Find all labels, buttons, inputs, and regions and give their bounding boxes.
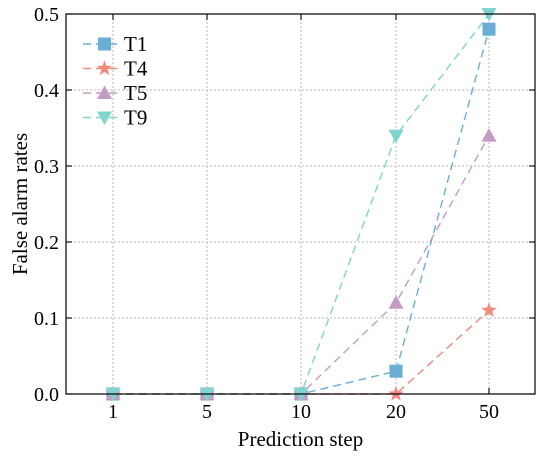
legend-item-t9: T9 [83, 106, 147, 130]
legend-marker [97, 85, 112, 99]
legend-marker [98, 37, 111, 51]
x-tick-label: 50 [479, 401, 499, 423]
legend-label: T1 [124, 32, 147, 56]
legend-item-t1: T1 [83, 32, 147, 56]
data-point-t9 [481, 8, 497, 22]
data-point-t4 [481, 302, 497, 317]
data-point-t5 [481, 128, 497, 142]
legend-marker [97, 111, 112, 125]
x-tick-label: 1 [108, 401, 118, 423]
data-point-t1 [482, 22, 496, 36]
x-tick-label: 20 [386, 401, 406, 423]
data-point-t9 [293, 388, 309, 402]
x-axis-label: Prediction step [238, 427, 363, 451]
y-tick-label: 0.0 [34, 384, 59, 406]
data-point-t9 [388, 129, 404, 144]
y-tick-label: 0.5 [34, 4, 59, 26]
legend-label: T4 [124, 57, 148, 81]
grid-lines [66, 14, 535, 394]
data-point-t5 [388, 295, 404, 309]
x-tick-label: 10 [291, 401, 311, 423]
legend-item-t5: T5 [83, 81, 147, 105]
legend-label: T5 [124, 81, 147, 105]
y-tick-label: 0.1 [34, 308, 59, 330]
data-point-t4 [388, 386, 404, 401]
x-tick-label: 5 [202, 401, 212, 423]
y-tick-label: 0.4 [34, 80, 59, 102]
legend-label: T9 [124, 106, 147, 130]
legend-item-t4: T4 [83, 57, 148, 81]
tick-labels: 1 5 10 20 50 0.0 0.1 0.2 0.3 0.4 0.5 [34, 4, 499, 423]
legend-marker [96, 60, 113, 75]
data-point-t9 [105, 388, 121, 402]
y-tick-label: 0.3 [34, 156, 59, 178]
y-axis-label: False alarm rates [8, 133, 32, 275]
y-tick-label: 0.2 [34, 232, 59, 254]
plot-frame [65, 13, 536, 395]
data-point-t1 [389, 364, 403, 378]
data-point-t9 [199, 388, 215, 402]
